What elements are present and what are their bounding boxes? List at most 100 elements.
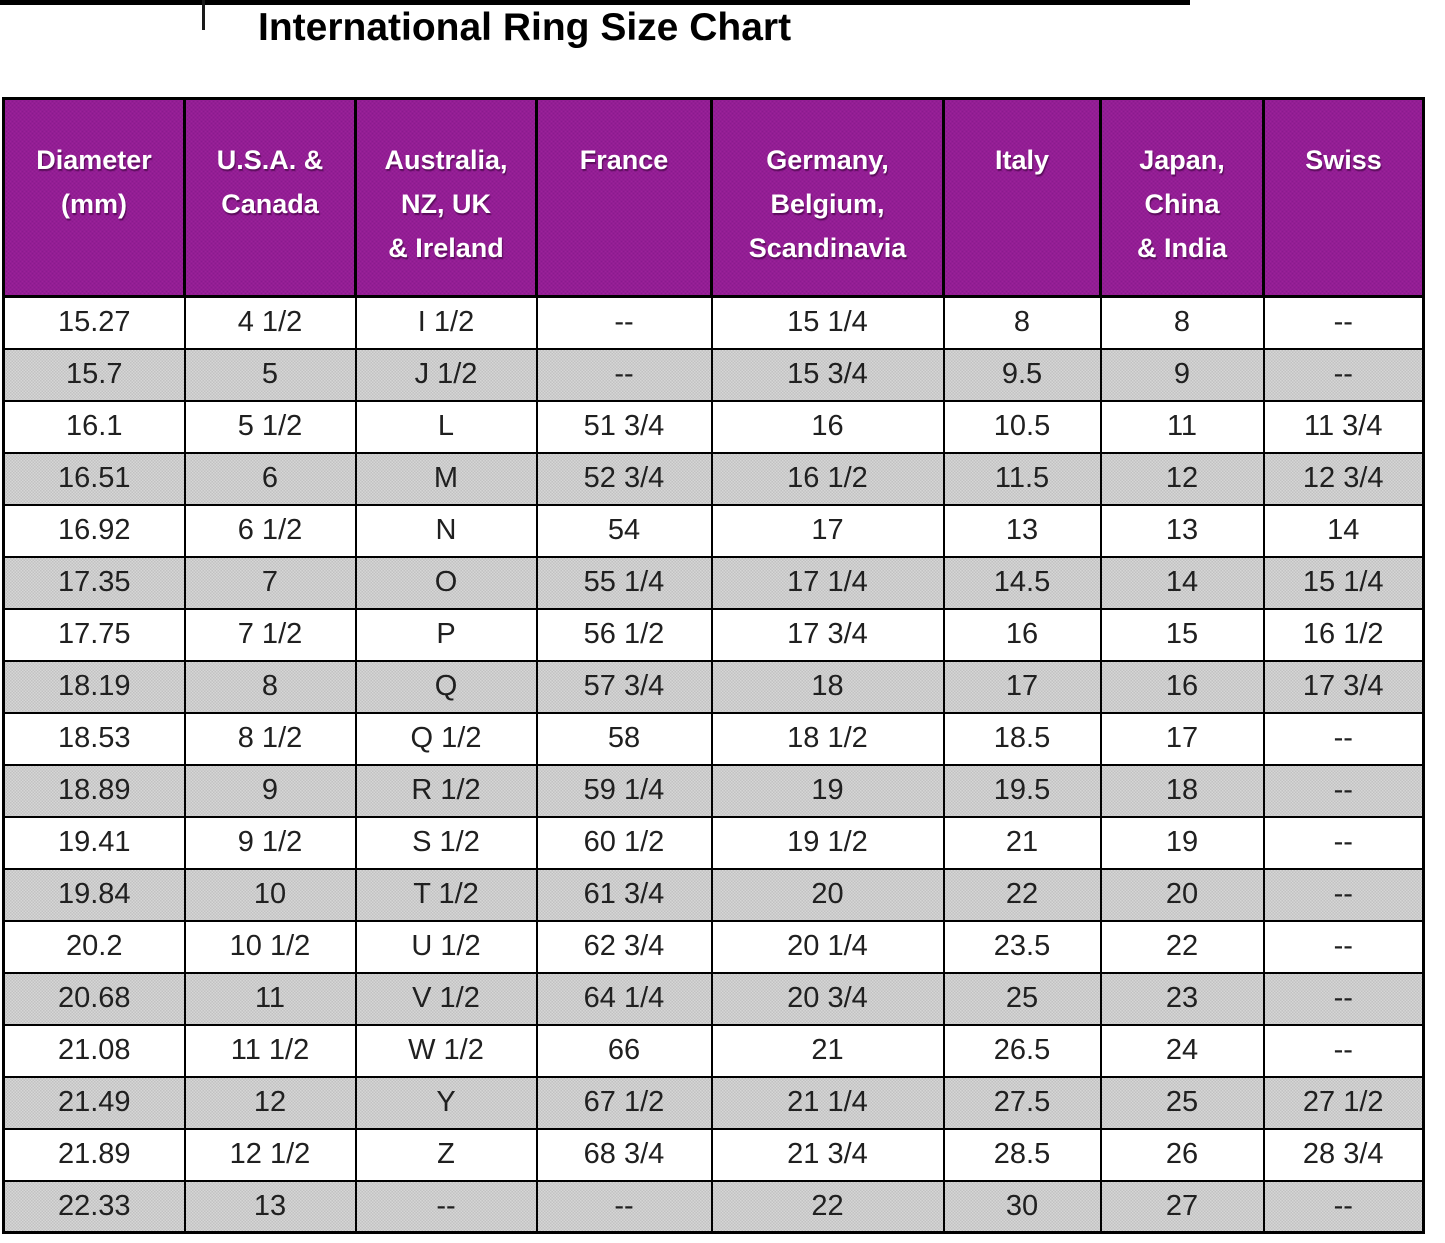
table-cell: 21 <box>710 1023 945 1078</box>
table-cell: 67 1/2 <box>535 1075 713 1130</box>
table-cell: 16.1 <box>2 399 186 454</box>
table-cell: U 1/2 <box>354 919 538 974</box>
table-cell: 14 <box>1099 555 1265 610</box>
table-cell: 11 <box>183 971 357 1026</box>
table-cell: 16 <box>710 399 945 454</box>
table-cell: -- <box>535 1179 713 1234</box>
table-cell: 16 1/2 <box>710 451 945 506</box>
table-cell: 5 <box>183 347 357 402</box>
table-cell: 16 <box>942 607 1102 662</box>
table-cell: 22 <box>942 867 1102 922</box>
table-cell: J 1/2 <box>354 347 538 402</box>
table-cell: 18.89 <box>2 763 186 818</box>
table-cell: 61 3/4 <box>535 867 713 922</box>
table-cell: 23.5 <box>942 919 1102 974</box>
table-cell: 25 <box>942 971 1102 1026</box>
table-cell: 6 <box>183 451 357 506</box>
table-cell: 54 <box>535 503 713 558</box>
table-cell: 27.5 <box>942 1075 1102 1130</box>
table-cell: -- <box>1262 1023 1425 1078</box>
table-cell: 17 1/4 <box>710 555 945 610</box>
table-cell: 9 1/2 <box>183 815 357 870</box>
table-cell: 15.7 <box>2 347 186 402</box>
table-cell: 58 <box>535 711 713 766</box>
table-cell: 17.35 <box>2 555 186 610</box>
table-body: 15.27 4 1/2 I 1/2 -- 15 1/4 8 8 -- 15.7 5 J 1/2 -- 1… <box>2 295 1425 1234</box>
table-row: 19.84 10 T 1/2 61 3/4 20 22 20 -- <box>2 867 1425 922</box>
table-cell: -- <box>1262 815 1425 870</box>
table-cell: 28.5 <box>942 1127 1102 1182</box>
table-cell: 5 1/2 <box>183 399 357 454</box>
table-cell: 8 1/2 <box>183 711 357 766</box>
table-cell: 18 <box>710 659 945 714</box>
table-cell: O <box>354 555 538 610</box>
table-cell: 4 1/2 <box>183 295 357 350</box>
table-cell: -- <box>535 347 713 402</box>
table-cell: 17 3/4 <box>710 607 945 662</box>
table-cell: -- <box>535 295 713 350</box>
table-cell: 68 3/4 <box>535 1127 713 1182</box>
table-cell: 6 1/2 <box>183 503 357 558</box>
table-row: 22.33 13 -- -- 22 30 27 -- <box>2 1179 1425 1234</box>
column-header-1: U.S.A. & Canada <box>183 97 357 298</box>
table-cell: Q <box>354 659 538 714</box>
table-cell: 55 1/4 <box>535 555 713 610</box>
table-cell: 18 <box>1099 763 1265 818</box>
table-cell: 17 <box>1099 711 1265 766</box>
table-cell: 9 <box>183 763 357 818</box>
column-header-2: Australia, NZ, UK & Ireland <box>354 97 538 298</box>
table-cell: Q 1/2 <box>354 711 538 766</box>
table-cell: 22.33 <box>2 1179 186 1234</box>
table-cell: 17.75 <box>2 607 186 662</box>
page-title: International Ring Size Chart <box>258 6 792 49</box>
table-cell: 15.27 <box>2 295 186 350</box>
table-cell: 19 <box>1099 815 1265 870</box>
table-cell: 30 <box>942 1179 1102 1234</box>
table-cell: 21.08 <box>2 1023 186 1078</box>
column-header-7: Swiss <box>1262 97 1425 298</box>
column-header-5: Italy <box>942 97 1102 298</box>
table-cell: 15 1/4 <box>1262 555 1425 610</box>
table-row: 20.68 11 V 1/2 64 1/4 20 3/4 25 23 -- <box>2 971 1425 1026</box>
table-cell: 17 <box>942 659 1102 714</box>
table-cell: I 1/2 <box>354 295 538 350</box>
table-cell: Z <box>354 1127 538 1182</box>
table-cell: 18 1/2 <box>710 711 945 766</box>
table-cell: 20 <box>1099 867 1265 922</box>
column-header-3: France <box>535 97 713 298</box>
table-cell: -- <box>1262 867 1425 922</box>
table-cell: 52 3/4 <box>535 451 713 506</box>
table-cell: 28 3/4 <box>1262 1127 1425 1182</box>
column-header-6: Japan, China & India <box>1099 97 1265 298</box>
table-cell: S 1/2 <box>354 815 538 870</box>
table-header: Diameter (mm) U.S.A. & Canada Australia, N… <box>2 97 1425 298</box>
table-cell: 21 1/4 <box>710 1075 945 1130</box>
table-row: 17.35 7 O 55 1/4 17 1/4 14.5 14 15 1/4 <box>2 555 1425 610</box>
table-cell: -- <box>1262 295 1425 350</box>
table-cell: 62 3/4 <box>535 919 713 974</box>
table-cell: 19.41 <box>2 815 186 870</box>
table-cell: 9.5 <box>942 347 1102 402</box>
table-cell: 8 <box>942 295 1102 350</box>
table-cell: 18.19 <box>2 659 186 714</box>
table-cell: N <box>354 503 538 558</box>
table-cell: 15 3/4 <box>710 347 945 402</box>
table-cell: 16.92 <box>2 503 186 558</box>
table-cell: 26 <box>1099 1127 1265 1182</box>
column-header-0: Diameter (mm) <box>2 97 186 298</box>
table-cell: -- <box>1262 347 1425 402</box>
table-cell: 16 <box>1099 659 1265 714</box>
table-cell: 18.53 <box>2 711 186 766</box>
table-cell: 11.5 <box>942 451 1102 506</box>
table-cell: 64 1/4 <box>535 971 713 1026</box>
table-cell: T 1/2 <box>354 867 538 922</box>
table-row: 21.89 12 1/2 Z 68 3/4 21 3/4 28.5 26 28 3/4 <box>2 1127 1425 1182</box>
table-cell: 66 <box>535 1023 713 1078</box>
table-cell: 19 <box>710 763 945 818</box>
table-cell: P <box>354 607 538 662</box>
table-cell: 20.68 <box>2 971 186 1026</box>
table-cell: 14 <box>1262 503 1425 558</box>
top-border-line <box>0 0 1190 5</box>
table-cell: 20.2 <box>2 919 186 974</box>
table-cell: 23 <box>1099 971 1265 1026</box>
